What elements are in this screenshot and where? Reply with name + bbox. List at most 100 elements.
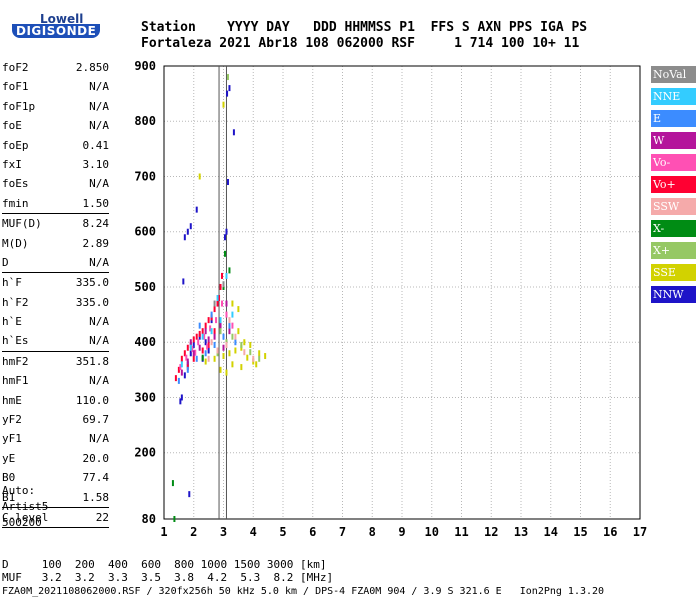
product-logo: DIGISONDE bbox=[12, 24, 101, 38]
param-row: foEs N/A bbox=[2, 174, 109, 193]
param-value: 3.10 bbox=[82, 157, 110, 171]
param-row: h`F 335.0 bbox=[2, 273, 109, 292]
echo-point bbox=[179, 364, 182, 371]
param-value: 1.58 bbox=[82, 490, 110, 504]
echo-point bbox=[255, 361, 258, 368]
echo-point bbox=[177, 366, 180, 373]
param-value: 20.0 bbox=[82, 451, 110, 465]
x-tick-label: 16 bbox=[603, 525, 617, 539]
x-tick-label: 1 bbox=[160, 525, 167, 539]
echo-point bbox=[192, 341, 195, 348]
echo-point bbox=[183, 372, 186, 379]
param-row: foEp 0.41 bbox=[2, 136, 109, 155]
echo-point bbox=[186, 228, 189, 235]
legend-item: NoVal bbox=[651, 66, 696, 83]
echo-point bbox=[171, 480, 174, 487]
echo-point bbox=[216, 300, 219, 307]
param-value: N/A bbox=[89, 255, 109, 269]
param-name: hmF1 bbox=[2, 374, 29, 388]
echo-point bbox=[201, 354, 204, 361]
echo-point bbox=[258, 350, 261, 357]
param-value: N/A bbox=[89, 432, 109, 446]
param-row: D N/A bbox=[2, 253, 109, 274]
param-row: B1 1.58 bbox=[2, 488, 109, 508]
header-line-1: Station YYYY DAY DDD HHMMSS P1 FFS S AXN… bbox=[141, 20, 588, 35]
param-name: fmin bbox=[2, 196, 29, 210]
echo-point bbox=[240, 341, 243, 348]
param-row: MUF(D) 8.24 bbox=[2, 214, 109, 233]
echo-point bbox=[213, 306, 216, 313]
echo-point bbox=[258, 355, 261, 362]
echo-point bbox=[264, 353, 267, 360]
param-name: h`F bbox=[2, 276, 22, 290]
echo-point bbox=[228, 317, 231, 324]
echo-point bbox=[204, 339, 207, 346]
echo-point bbox=[192, 355, 195, 362]
echo-point bbox=[174, 375, 177, 382]
echo-point bbox=[198, 330, 201, 337]
echo-point bbox=[215, 317, 218, 324]
echo-point bbox=[219, 322, 222, 329]
echo-point bbox=[213, 355, 216, 362]
echo-point bbox=[231, 361, 234, 368]
echo-point bbox=[234, 333, 237, 340]
param-name: h`E bbox=[2, 315, 22, 329]
echo-point bbox=[186, 344, 189, 351]
param-name: yE bbox=[2, 451, 16, 465]
param-value: 2.89 bbox=[82, 236, 110, 250]
echo-point bbox=[189, 339, 192, 346]
x-tick-label: 4 bbox=[250, 525, 257, 539]
echo-point bbox=[177, 377, 180, 384]
param-row: B0 77.4 bbox=[2, 468, 109, 487]
echo-point bbox=[189, 223, 192, 230]
echo-point bbox=[218, 295, 221, 302]
param-value: 335.0 bbox=[75, 276, 109, 290]
echo-point bbox=[228, 328, 231, 335]
echo-point bbox=[225, 272, 228, 279]
echo-point bbox=[204, 322, 207, 329]
echo-point bbox=[231, 322, 234, 329]
scaled-parameters-panel: foF2 2.850 foF1 N/A foF1p N/A foE N/A foEp 0.41 fx… bbox=[2, 58, 110, 529]
x-tick-label: 7 bbox=[339, 525, 346, 539]
echo-point bbox=[207, 355, 210, 362]
param-value: N/A bbox=[89, 177, 109, 191]
echo-point bbox=[222, 344, 225, 351]
param-value: 2.850 bbox=[75, 61, 109, 74]
autoscale-version: 500200 bbox=[2, 516, 42, 529]
echo-point bbox=[246, 354, 249, 361]
param-value: 22 bbox=[95, 510, 109, 524]
echo-point bbox=[180, 369, 183, 376]
param-name: B1 bbox=[2, 490, 16, 504]
echo-point bbox=[243, 339, 246, 346]
echo-point bbox=[228, 350, 231, 357]
echo-point bbox=[228, 322, 231, 329]
echo-point bbox=[210, 339, 213, 346]
legend-item: Vo+ bbox=[651, 176, 696, 193]
echo-point bbox=[186, 358, 189, 365]
echo-point bbox=[249, 349, 252, 356]
legend-item: NNE bbox=[651, 88, 696, 105]
echo-point bbox=[222, 353, 225, 360]
legend-item: NNW bbox=[651, 286, 696, 303]
echo-point bbox=[222, 101, 225, 108]
x-tick-label: 17 bbox=[633, 525, 647, 539]
echo-point bbox=[228, 85, 231, 92]
param-value: 1.50 bbox=[82, 196, 110, 210]
param-value: N/A bbox=[89, 99, 109, 113]
param-row: h`Es N/A bbox=[2, 331, 109, 352]
echo-point bbox=[188, 491, 191, 498]
echo-point bbox=[198, 344, 201, 351]
plot-frame bbox=[163, 65, 641, 520]
echo-point bbox=[213, 341, 216, 348]
echo-point bbox=[207, 317, 210, 324]
x-tick-label: 6 bbox=[309, 525, 316, 539]
echo-point bbox=[249, 341, 252, 348]
y-tick-label: 600 bbox=[134, 225, 156, 239]
param-row: foF1 N/A bbox=[2, 77, 109, 96]
echo-point bbox=[216, 295, 219, 302]
param-name: hmF2 bbox=[2, 354, 29, 368]
param-value: 110.0 bbox=[75, 393, 109, 407]
y-tick-label: 500 bbox=[134, 280, 156, 294]
brand-name: Lowell bbox=[40, 12, 84, 26]
echo-point bbox=[226, 74, 229, 81]
